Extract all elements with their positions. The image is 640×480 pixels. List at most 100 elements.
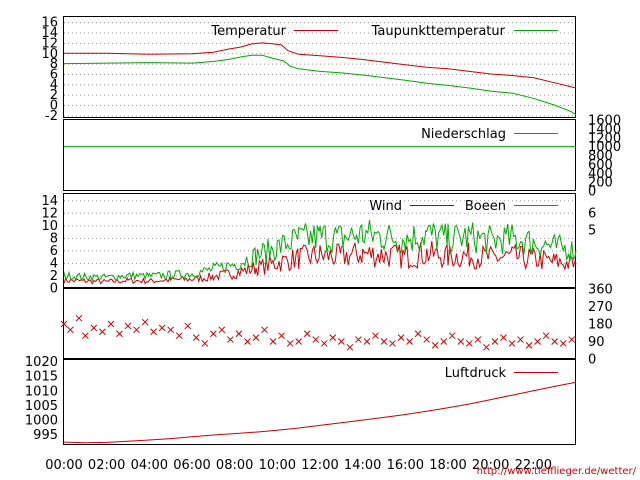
data-point xyxy=(99,328,106,336)
wind-legend: Wind Boeen xyxy=(369,199,558,214)
y2-tick-label: 6 xyxy=(588,207,596,222)
data-point xyxy=(201,340,209,347)
data-point xyxy=(67,326,74,334)
data-point xyxy=(534,338,541,345)
data-point xyxy=(542,332,550,340)
series-taupunkttemperatur xyxy=(63,54,577,116)
x-tick-label: 00:00 xyxy=(45,458,82,473)
x-tick-label: 10:00 xyxy=(259,458,296,473)
y2-tick-label: 1200 xyxy=(588,131,621,146)
data-point xyxy=(150,328,157,336)
data-point xyxy=(337,338,345,345)
y-tick-label: 1015 xyxy=(25,370,58,385)
y-tick-label: 12 xyxy=(41,206,58,221)
y-tick-label: 10 xyxy=(41,219,58,234)
y-tick-label: 2 xyxy=(50,269,58,284)
data-point xyxy=(491,338,499,345)
data-point xyxy=(525,342,533,349)
data-point xyxy=(414,330,422,338)
y-tick-label: 10 xyxy=(41,47,58,62)
x-tick-label: 20:00 xyxy=(472,458,509,473)
x-tick-label: 02:00 xyxy=(88,458,125,473)
y-tick-label: 0 xyxy=(50,99,58,114)
series-windrichtung xyxy=(60,314,576,351)
data-point xyxy=(252,334,260,341)
y2-tick-label: 200 xyxy=(588,176,613,191)
data-point xyxy=(568,336,576,343)
data-point xyxy=(60,320,68,328)
precipitation-legend: Niederschlag xyxy=(421,127,558,142)
data-point xyxy=(244,338,251,345)
data-point xyxy=(448,332,456,340)
data-point xyxy=(133,326,140,334)
y-tick-label: 0 xyxy=(50,282,58,297)
y2-tick-label: 270 xyxy=(588,300,613,315)
x-tick-label: 14:00 xyxy=(344,458,381,473)
data-point xyxy=(175,332,183,340)
data-point xyxy=(389,340,396,347)
y-tick-label: 4 xyxy=(50,78,58,93)
footer-url[interactable]: http://www.tiefflieger.de/wetter/ xyxy=(477,466,637,477)
data-point xyxy=(75,314,83,322)
series-wind xyxy=(63,240,577,285)
y-tick-label: 8 xyxy=(50,57,58,72)
y-tick-label: 995 xyxy=(33,428,58,443)
data-point xyxy=(192,334,200,341)
data-point xyxy=(90,324,98,332)
data-point xyxy=(397,334,405,341)
y-tick-label: 1005 xyxy=(25,399,58,414)
data-point xyxy=(269,338,277,345)
series-temperatur xyxy=(64,42,577,89)
y2-tick-label: 5 xyxy=(588,224,596,239)
data-point xyxy=(372,332,379,340)
y2-tick-label: 600 xyxy=(588,158,613,173)
legend-label-niederschlag: Niederschlag xyxy=(421,127,506,142)
data-point xyxy=(116,330,123,338)
data-point xyxy=(218,326,226,334)
data-point xyxy=(81,332,89,340)
legend-label-boeen: Boeen xyxy=(465,199,506,214)
series-boeen xyxy=(63,219,577,282)
data-point xyxy=(355,336,362,343)
data-point xyxy=(465,340,473,347)
data-point xyxy=(167,326,175,334)
y-tick-label: 4 xyxy=(50,256,58,271)
y-tick-label: 8 xyxy=(50,231,58,246)
wind-panel-frame xyxy=(63,193,576,288)
data-point xyxy=(423,336,431,343)
y-tick-label: 6 xyxy=(50,244,58,259)
data-point xyxy=(380,338,388,345)
pressure-panel-frame xyxy=(63,359,576,445)
x-tick-label: 12:00 xyxy=(301,458,338,473)
y2-tick-label: 0 xyxy=(588,353,596,368)
temperature-legend: Temperatur Taupunkttemperatur xyxy=(210,24,558,39)
data-point xyxy=(295,338,303,345)
data-point xyxy=(141,318,149,326)
series-layer xyxy=(60,42,577,444)
data-point xyxy=(278,332,285,340)
data-point xyxy=(363,338,371,345)
data-point xyxy=(209,330,217,338)
y2-tick-label: 90 xyxy=(588,335,605,350)
data-point xyxy=(431,342,439,349)
precipitation-panel-frame xyxy=(63,119,576,191)
legend-label-temperatur: Temperatur xyxy=(210,24,286,39)
y-tick-label: 12 xyxy=(41,36,58,51)
data-point xyxy=(312,336,320,343)
data-point xyxy=(158,324,166,332)
data-point xyxy=(261,326,268,334)
data-point xyxy=(320,340,328,347)
x-tick-label: 04:00 xyxy=(131,458,168,473)
y-tick-label: 2 xyxy=(50,88,58,103)
pressure-legend: Luftdruck xyxy=(445,366,558,381)
data-point xyxy=(474,336,482,343)
data-point xyxy=(440,338,448,345)
data-point xyxy=(508,340,516,347)
data-point xyxy=(107,320,115,328)
x-tick-label: 18:00 xyxy=(429,458,466,473)
data-point xyxy=(303,330,311,338)
data-point xyxy=(406,338,413,345)
